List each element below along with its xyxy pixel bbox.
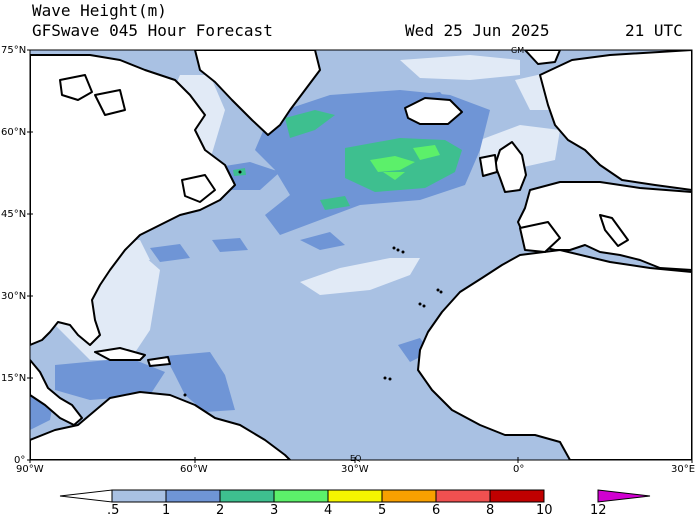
lat-label-15n: 15°N — [1, 373, 27, 384]
forecast-time: 21 UTC — [625, 21, 683, 40]
colorbar-label-8: 8 — [486, 503, 495, 518]
colorbar-label-0-5: .5 — [107, 503, 120, 518]
colorbar — [59, 489, 651, 503]
colorbar-label-12: 12 — [590, 503, 607, 518]
map-frame — [29, 49, 693, 461]
colorbar-segment — [381, 489, 437, 503]
lat-label-30n: 30°N — [1, 291, 27, 302]
colorbar-label-6: 6 — [432, 503, 441, 518]
colorbar-label-4: 4 — [324, 503, 333, 518]
lat-label-75n: 75°N — [1, 45, 27, 56]
colorbar-segment — [327, 489, 383, 503]
map-title: Wave Height(m) — [32, 1, 167, 20]
lon-label-30e: 30°E — [671, 464, 696, 475]
lon-label-60w: 60°W — [180, 464, 208, 475]
forecast-subtitle: GFSwave 045 Hour Forecast — [32, 21, 273, 40]
lat-label-0: 0° — [14, 455, 26, 466]
colorbar-segment — [165, 489, 221, 503]
colorbar-label-2: 2 — [216, 503, 225, 518]
wave-zone-4-5m — [370, 145, 440, 180]
lon-label-90w: 90°W — [16, 464, 44, 475]
colorbar-label-3: 3 — [270, 503, 279, 518]
colorbar-segment — [219, 489, 275, 503]
colorbar-segment — [273, 489, 329, 503]
lat-label-45n: 45°N — [1, 209, 27, 220]
lon-label-0: 0° — [513, 464, 525, 475]
map-ticks — [27, 49, 693, 463]
colorbar-segment — [489, 489, 545, 503]
forecast-date: Wed 25 Jun 2025 — [405, 21, 550, 40]
colorbar-low-end — [59, 489, 113, 503]
colorbar-high-end — [597, 489, 651, 503]
colorbar-segment — [111, 489, 167, 503]
small-islands — [183, 170, 443, 397]
equator-marker: EQ — [350, 454, 362, 463]
colorbar-label-1: 1 — [162, 503, 171, 518]
lat-label-60n: 60°N — [1, 127, 27, 138]
colorbar-label-5: 5 — [378, 503, 387, 518]
colorbar-label-10: 10 — [536, 503, 553, 518]
lon-label-30w: 30°W — [341, 464, 369, 475]
colorbar-segment — [435, 489, 491, 503]
land-masses — [30, 50, 692, 460]
greenwich-marker: GM — [511, 46, 525, 55]
